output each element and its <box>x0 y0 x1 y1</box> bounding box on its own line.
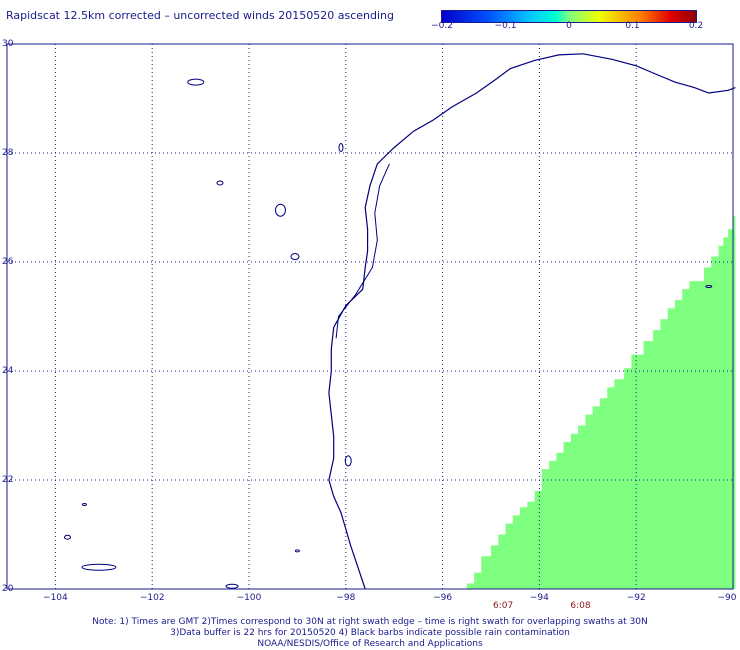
colorbar-tick-label: 0.2 <box>688 21 704 31</box>
swath-time-label: 6:07 <box>492 601 514 611</box>
lat-label: 28 <box>2 148 14 158</box>
wind-swath <box>466 215 736 589</box>
lake-outline <box>290 253 300 261</box>
lon-label: −104 <box>43 593 68 603</box>
swath-area <box>466 215 736 589</box>
lon-label: −92 <box>626 593 646 603</box>
lake-outline <box>81 503 87 507</box>
lat-label: 24 <box>2 366 14 376</box>
lon-label: −96 <box>433 593 453 603</box>
lake-outline <box>294 549 300 553</box>
lake-outline <box>338 143 344 153</box>
colorbar-tick-label: 0 <box>566 21 572 31</box>
lake-outline <box>216 180 224 186</box>
lake-outline <box>274 203 286 217</box>
lake-outline <box>344 455 352 467</box>
lat-label: 26 <box>2 257 14 267</box>
lake-outline <box>225 583 239 589</box>
lake-outline <box>705 285 713 289</box>
lat-label: 22 <box>2 475 14 485</box>
note-line-1: Note: 1) Times are GMT 2)Times correspon… <box>92 617 648 627</box>
barrier-island-line <box>335 163 390 339</box>
lake-outline <box>187 78 205 86</box>
lat-label: 30 <box>2 39 14 49</box>
lon-label: −90 <box>717 593 737 603</box>
coastline <box>64 53 736 590</box>
lon-label: −102 <box>139 593 165 603</box>
map-frame <box>6 43 734 590</box>
lake-outline <box>64 534 71 540</box>
lon-label: −100 <box>236 593 262 603</box>
map-title: Rapidscat 12.5km corrected – uncorrected… <box>6 9 395 22</box>
note-line-2: 3)Data buffer is 22 hrs for 20150520 4) … <box>170 628 570 638</box>
swath-time-label: 6:08 <box>570 601 591 611</box>
coast-line <box>328 53 736 590</box>
colorbar-tick-label: 0.1 <box>625 21 640 31</box>
lon-label: −94 <box>529 593 549 603</box>
lon-label: −98 <box>336 593 356 603</box>
lake-outline <box>81 563 117 571</box>
lat-label: 20 <box>2 584 14 594</box>
graticule <box>7 44 733 589</box>
colorbar-tick-label: −0.2 <box>431 21 453 31</box>
colorbar-tick-label: −0.1 <box>494 21 517 31</box>
note-line-3: NOAA/NESDIS/Office of Research and Appli… <box>257 639 483 649</box>
colorbar <box>441 10 697 23</box>
